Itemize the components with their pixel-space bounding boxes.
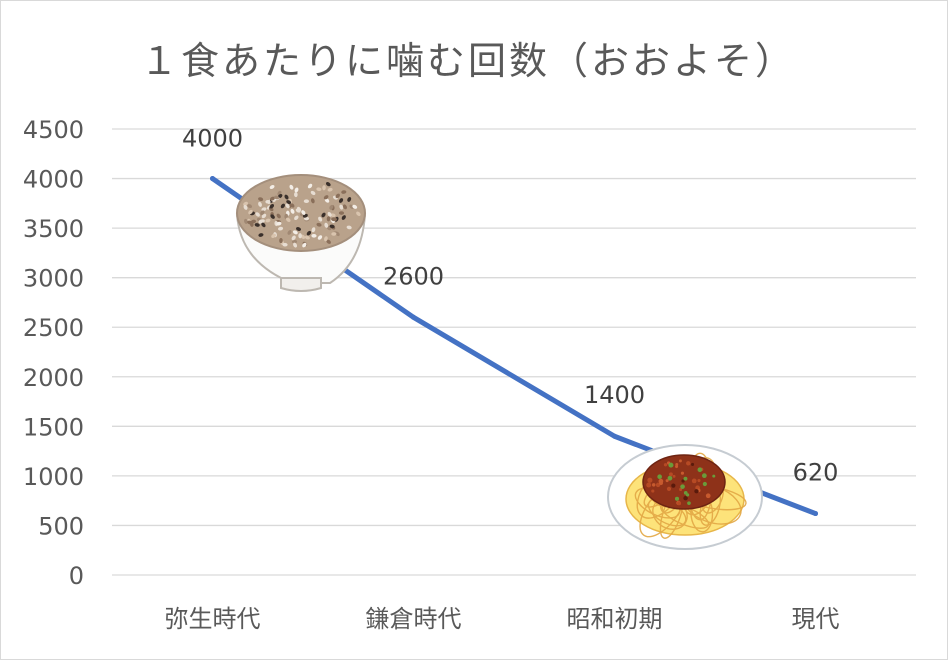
data-label: 2600 xyxy=(383,262,444,290)
y-axis-tick-labels: 0 500 1000 1500 2000 2500 3000 3500 4000 4500 xyxy=(23,116,84,590)
data-label: 4000 xyxy=(182,125,243,153)
data-point xyxy=(612,433,617,439)
x-axis-tick-labels: 弥生時代 鎌倉時代 昭和初期 現代 xyxy=(165,605,840,633)
data-point xyxy=(210,176,215,182)
y-tick-label: 1000 xyxy=(23,463,84,491)
gridlines xyxy=(112,128,916,576)
chart-title: １食あたりに噛む回数（おおよそ） xyxy=(140,39,797,83)
y-tick-label: 4500 xyxy=(23,116,84,144)
x-tick-label: 弥生時代 xyxy=(165,605,261,633)
y-tick-label: 3500 xyxy=(23,215,84,243)
y-tick-label: 2500 xyxy=(23,314,84,342)
y-tick-label: 0 xyxy=(69,562,84,590)
x-tick-label: 鎌倉時代 xyxy=(366,605,462,633)
y-tick-label: 500 xyxy=(38,512,84,540)
rice-bowl-icon xyxy=(235,174,367,292)
spaghetti-plate-icon xyxy=(607,444,763,550)
data-label: 620 xyxy=(793,459,839,487)
data-point xyxy=(813,511,818,517)
y-tick-label: 2000 xyxy=(23,364,84,392)
y-tick-label: 1500 xyxy=(23,413,84,441)
data-point xyxy=(411,314,416,320)
data-label: 1400 xyxy=(584,381,645,409)
x-tick-label: 昭和初期 xyxy=(567,605,663,633)
y-tick-label: 4000 xyxy=(23,166,84,194)
y-tick-label: 3000 xyxy=(23,265,84,293)
x-tick-label: 現代 xyxy=(792,605,840,633)
